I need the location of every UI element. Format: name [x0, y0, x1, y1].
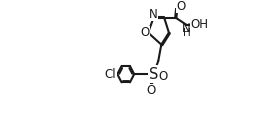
- Text: S: S: [149, 67, 158, 82]
- Text: OH: OH: [190, 18, 208, 31]
- Text: O: O: [147, 84, 156, 97]
- Text: Cl: Cl: [105, 68, 116, 81]
- Text: O: O: [140, 26, 149, 39]
- Text: O: O: [176, 0, 185, 13]
- Text: N: N: [148, 8, 157, 21]
- Text: H: H: [183, 28, 190, 38]
- Text: O: O: [159, 70, 168, 83]
- Text: N: N: [182, 22, 191, 35]
